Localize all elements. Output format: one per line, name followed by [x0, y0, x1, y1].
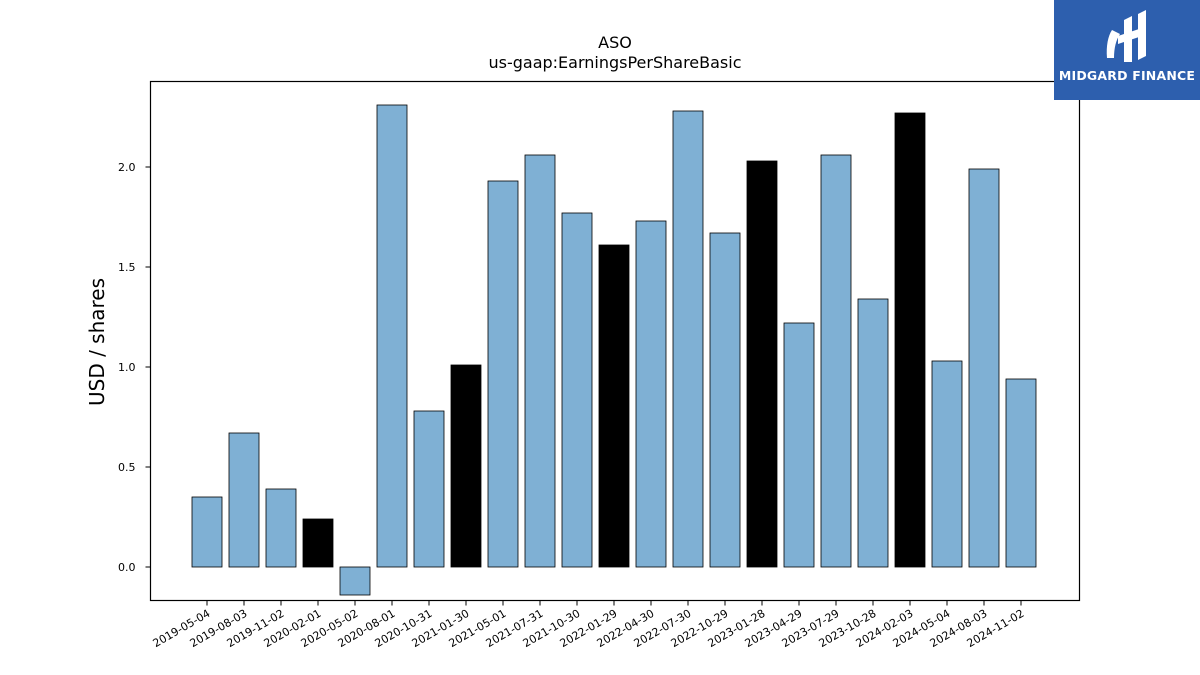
- bar-2020-05-02: [339, 566, 371, 596]
- y-axis-label: USD / shares: [85, 278, 109, 406]
- chart-title: ASO: [598, 33, 632, 52]
- bar-2021-01-30: [450, 364, 482, 568]
- bar-2020-02-01: [302, 518, 334, 568]
- bar-2024-11-02: [1005, 378, 1037, 568]
- bar-2023-07-29: [820, 154, 852, 568]
- bar-2021-05-01: [487, 180, 519, 568]
- bar-2019-05-04: [191, 496, 223, 568]
- bar-2022-10-29: [709, 232, 741, 568]
- bar-2023-01-28: [746, 160, 778, 568]
- y-tick-label: 0.5: [118, 461, 136, 474]
- bars-group: [191, 104, 1037, 596]
- bar-2024-05-04: [931, 360, 963, 568]
- bar-2022-07-30: [672, 110, 704, 568]
- brand-name: MIDGARD FINANCE: [1058, 68, 1196, 83]
- bar-2019-11-02: [265, 488, 297, 568]
- bar-2020-10-31: [413, 410, 445, 568]
- brand-logo: MIDGARD FINANCE: [1054, 0, 1200, 100]
- y-axis: 0.0 0.5 1.0 1.5 2.0: [118, 161, 151, 574]
- bar-2022-01-29: [598, 244, 630, 568]
- bar-2021-07-31: [524, 154, 556, 568]
- x-axis: 2019-05-042019-08-032019-11-022020-02-01…: [151, 600, 1027, 650]
- y-tick-label: 2.0: [118, 161, 136, 174]
- chart-subtitle: us-gaap:EarningsPerShareBasic: [488, 53, 741, 72]
- bar-2023-10-28: [857, 298, 889, 568]
- midgard-logo-icon: [1106, 10, 1146, 62]
- bar-2024-02-03: [894, 112, 926, 568]
- y-tick-label: 1.5: [118, 261, 136, 274]
- bar-2020-08-01: [376, 104, 408, 568]
- bar-2019-08-03: [228, 432, 260, 568]
- bar-2024-08-03: [968, 168, 1000, 568]
- plot-frame: [149, 80, 1081, 602]
- y-tick-label: 1.0: [118, 361, 136, 374]
- bar-2023-04-29: [783, 322, 815, 568]
- y-tick-label: 0.0: [118, 561, 136, 574]
- bar-2021-10-30: [561, 212, 593, 568]
- bar-2022-04-30: [635, 220, 667, 568]
